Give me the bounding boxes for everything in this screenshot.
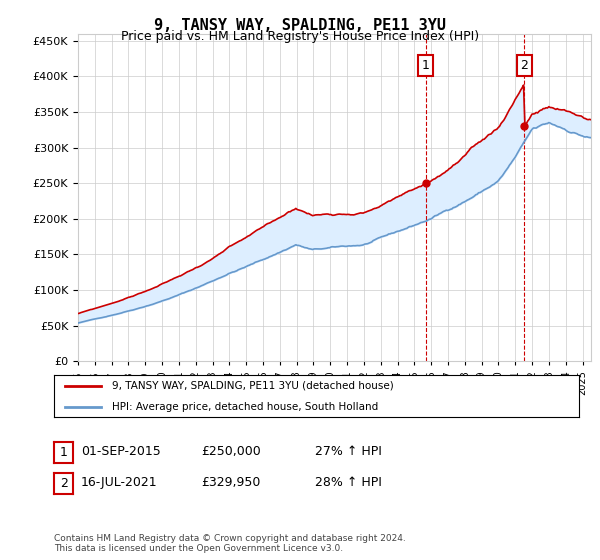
Text: 9, TANSY WAY, SPALDING, PE11 3YU: 9, TANSY WAY, SPALDING, PE11 3YU: [154, 18, 446, 33]
Text: HPI: Average price, detached house, South Holland: HPI: Average price, detached house, Sout…: [112, 402, 378, 412]
Text: 27% ↑ HPI: 27% ↑ HPI: [315, 445, 382, 459]
Text: £250,000: £250,000: [201, 445, 261, 459]
Text: 16-JUL-2021: 16-JUL-2021: [81, 476, 158, 489]
Text: 28% ↑ HPI: 28% ↑ HPI: [315, 476, 382, 489]
Text: 9, TANSY WAY, SPALDING, PE11 3YU (detached house): 9, TANSY WAY, SPALDING, PE11 3YU (detach…: [112, 381, 394, 391]
Text: 2: 2: [59, 477, 68, 490]
Text: 1: 1: [59, 446, 68, 459]
Text: £329,950: £329,950: [201, 476, 260, 489]
Text: 2: 2: [520, 59, 529, 72]
Text: Price paid vs. HM Land Registry's House Price Index (HPI): Price paid vs. HM Land Registry's House …: [121, 30, 479, 43]
Text: 01-SEP-2015: 01-SEP-2015: [81, 445, 161, 459]
Text: 1: 1: [422, 59, 430, 72]
Text: Contains HM Land Registry data © Crown copyright and database right 2024.
This d: Contains HM Land Registry data © Crown c…: [54, 534, 406, 553]
